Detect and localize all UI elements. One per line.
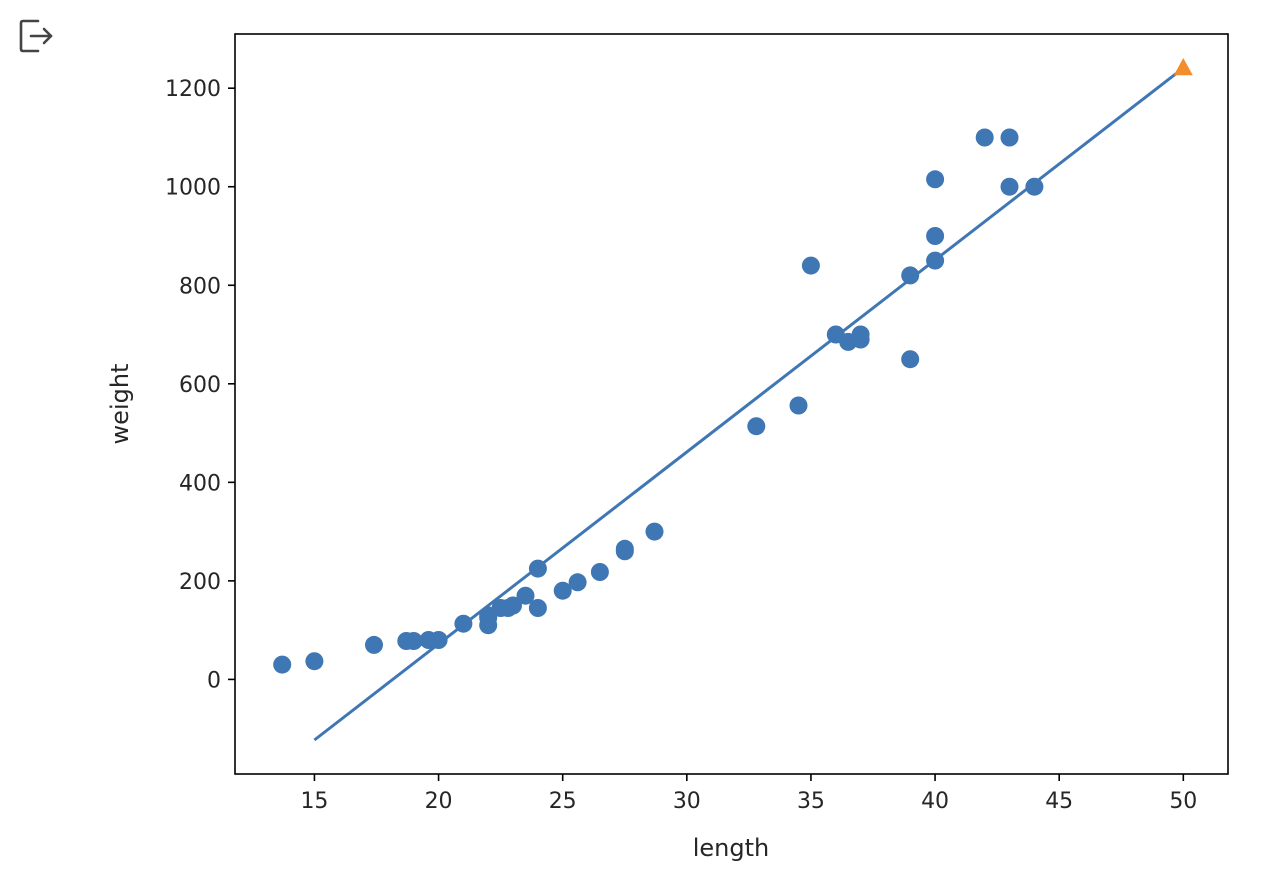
- x-tick-label: 30: [673, 789, 701, 814]
- data-point: [645, 522, 664, 541]
- x-tick-label: 40: [921, 789, 949, 814]
- data-point: [1000, 177, 1019, 196]
- data-point: [504, 596, 522, 615]
- y-axis: 0 200 400 600 800 1000 1200: [165, 77, 235, 693]
- data-point: [516, 586, 535, 605]
- data-point: [615, 539, 634, 558]
- data-point: [273, 655, 292, 674]
- chart-marks: [273, 58, 1193, 742]
- y-tick-label: 0: [207, 668, 221, 693]
- y-tick-label: 1000: [165, 176, 221, 201]
- data-point: [590, 563, 609, 581]
- x-axis-label: length: [693, 834, 770, 862]
- data-point: [365, 635, 383, 654]
- y-tick-label: 400: [179, 471, 221, 496]
- y-tick-label: 600: [179, 373, 221, 398]
- data-point: [926, 170, 945, 189]
- x-axis: 15 20 25 30 35 40 45 50: [300, 774, 1197, 814]
- data-point: [305, 652, 324, 671]
- x-tick-label: 50: [1169, 789, 1197, 814]
- x-tick-label: 20: [425, 789, 453, 814]
- data-point: [528, 599, 547, 617]
- data-point: [901, 266, 920, 285]
- data-point: [1025, 177, 1044, 196]
- data-point: [568, 573, 587, 592]
- exit-to-right-icon[interactable]: [16, 16, 56, 56]
- data-point: [404, 632, 423, 650]
- data-point: [975, 128, 994, 147]
- data-point: [789, 396, 808, 415]
- data-point: [1000, 128, 1019, 147]
- y-tick-label: 1200: [165, 77, 221, 102]
- x-tick-label: 15: [300, 789, 328, 814]
- regression-line: [313, 66, 1185, 742]
- x-tick-label: 45: [1045, 789, 1073, 814]
- data-point: [851, 325, 870, 344]
- data-point: [901, 350, 920, 369]
- data-point: [429, 631, 448, 649]
- plot-frame: [234, 33, 1229, 775]
- x-tick-label: 35: [797, 789, 825, 814]
- data-point: [801, 256, 820, 275]
- data-point: [926, 227, 945, 245]
- data-point: [553, 581, 572, 600]
- prediction-point: [1173, 58, 1193, 76]
- x-tick-label: 25: [549, 789, 577, 814]
- y-tick-label: 800: [179, 274, 221, 299]
- y-tick-label: 200: [179, 570, 221, 595]
- y-axis-label: weight: [106, 364, 134, 445]
- data-point: [747, 417, 766, 436]
